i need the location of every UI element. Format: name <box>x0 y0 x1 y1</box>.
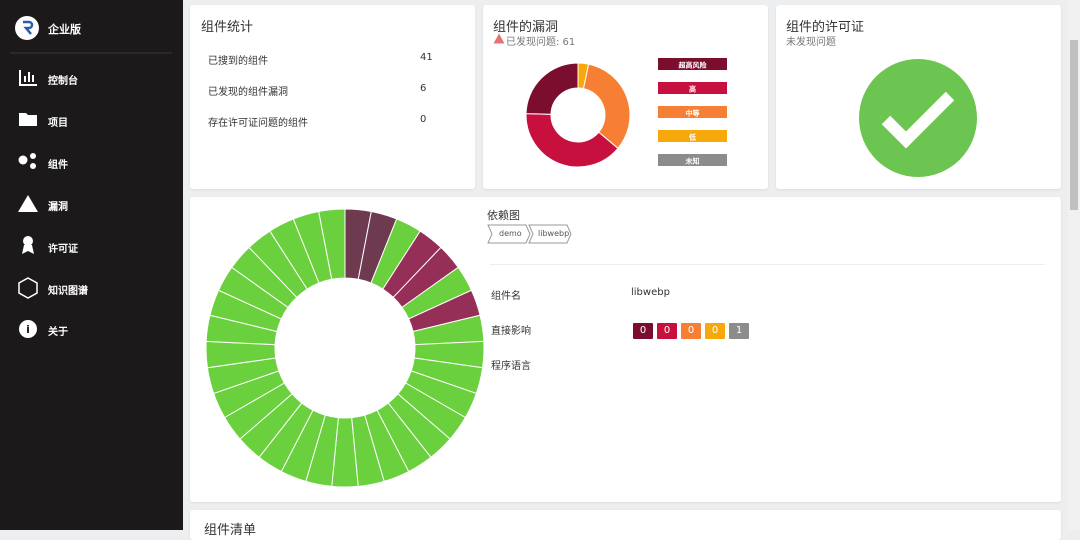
card-subtitle: 未发现问题 <box>786 37 836 48</box>
stat-label: 已发现的组件漏洞 <box>208 87 288 98</box>
legend-label: 超高风险 <box>679 61 708 70</box>
menu-item[interactable]: 项目 <box>48 118 68 129</box>
legend-label: 未知 <box>686 157 700 166</box>
menu-item[interactable]: 漏洞 <box>48 202 68 213</box>
impact-badge: 1 <box>729 323 749 339</box>
donut-slice <box>525 62 579 115</box>
breadcrumb[interactable]: demo <box>499 229 522 238</box>
card-title: 依赖图 <box>487 209 520 222</box>
impact-badge: 0 <box>681 323 701 339</box>
logo-mark <box>23 20 34 35</box>
stat-value: 41 <box>420 52 433 63</box>
field-label: 直接影响 <box>491 326 531 337</box>
info-glyph: i <box>26 323 30 336</box>
field-label: 程序语言 <box>491 361 531 372</box>
ring-segment <box>318 208 346 280</box>
card-title: 组件的漏洞 <box>493 20 559 35</box>
donut-slice <box>525 113 619 168</box>
divider <box>490 264 1045 265</box>
impact-badge: 0 <box>633 323 653 339</box>
card-title: 组件统计 <box>201 20 254 35</box>
legend-swatch <box>658 154 727 166</box>
legend-swatch <box>658 106 727 118</box>
legend-swatch <box>658 130 727 142</box>
stat-value: 0 <box>420 114 427 125</box>
menu-item[interactable]: 关于 <box>48 327 68 338</box>
impact-badge: 0 <box>657 323 677 339</box>
sidebar-icons: i <box>10 16 172 338</box>
breadcrumb-shapes <box>487 224 572 244</box>
vulns-card: 组件的漏洞 已发现问题: 61 超高风险高中等低未知 <box>483 5 768 189</box>
ok-icon <box>859 59 977 177</box>
brand: 企业版 <box>48 23 81 36</box>
menu-icons <box>18 70 38 338</box>
license-card: 组件的许可证 未发现问题 <box>776 5 1061 189</box>
donut-slice <box>582 63 631 150</box>
legend-swatch <box>658 58 727 70</box>
card-title: 组件的许可证 <box>786 20 865 35</box>
scroll-thumb <box>1070 40 1078 210</box>
card-title: 组件清单 <box>204 523 257 538</box>
stat-label: 存在许可证问题的组件 <box>208 118 308 129</box>
stats-card: 组件统计 已搜到的组件 41 已发现的组件漏洞 6 存在许可证问题的组件 0 <box>190 5 475 189</box>
scrollbar <box>1068 0 1080 530</box>
field-value: libwebp <box>631 287 670 298</box>
field-label: 组件名 <box>491 291 521 302</box>
menu-item[interactable]: 许可证 <box>48 244 78 255</box>
legend-label: 低 <box>688 133 696 142</box>
stat-label: 已搜到的组件 <box>208 56 268 67</box>
legend-label: 高 <box>689 85 696 94</box>
stat-value: 6 <box>420 83 427 94</box>
menu-item[interactable]: 知识图谱 <box>48 286 88 297</box>
legend-label: 中等 <box>686 109 700 118</box>
card-subtitle: 已发现问题: 61 <box>506 37 576 48</box>
menu-item[interactable]: 组件 <box>48 160 68 171</box>
impact-badge: 0 <box>705 323 725 339</box>
legend-swatch <box>658 82 727 94</box>
sidebar: i 企业版 控制台 项目 组件 漏洞 许可证 知识图谱 关于 <box>0 0 183 530</box>
dependency-ring <box>205 208 485 488</box>
warning-icon <box>493 33 505 44</box>
breadcrumb[interactable]: libwebp <box>538 229 570 238</box>
menu-item[interactable]: 控制台 <box>48 76 78 87</box>
list-card: 组件清单 <box>190 510 1061 540</box>
